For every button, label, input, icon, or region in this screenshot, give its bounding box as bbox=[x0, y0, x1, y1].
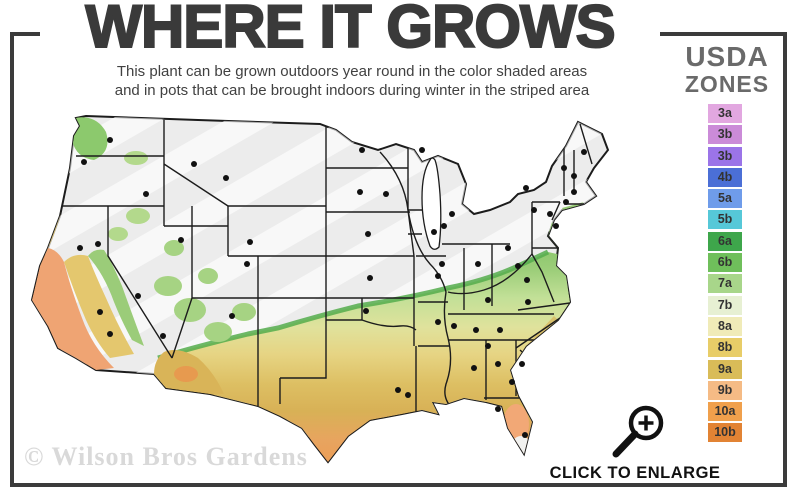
legend-title: USDA ZONES bbox=[668, 41, 786, 97]
legend-title-usda: USDA bbox=[685, 41, 769, 72]
zone-swatch-7a: 7a bbox=[708, 274, 742, 294]
legend-zones: 3a 3b 3b 4b 5a 5b 6a 6b 7a 7b 8a 8b 9a 9b 10a 10b bbox=[708, 104, 742, 445]
wa-green-blob bbox=[71, 117, 108, 160]
us-zone-map[interactable] bbox=[18, 106, 658, 472]
zone-swatch-5a: 5a bbox=[708, 189, 742, 209]
zone-swatch-6a: 6a bbox=[708, 231, 742, 251]
sierra-green bbox=[88, 249, 144, 346]
ca-valley-gold bbox=[64, 254, 134, 358]
watermark: © Wilson Bros Gardens bbox=[24, 442, 308, 471]
zone-swatch-4b: 4b bbox=[708, 167, 742, 187]
ca-salmon-coast bbox=[32, 248, 114, 370]
click-to-enlarge-button[interactable]: CLICK TO ENLARGE bbox=[549, 464, 721, 482]
zone-swatch-9b: 9b bbox=[708, 380, 742, 400]
zone-swatch-9a: 9a bbox=[708, 359, 742, 379]
zone-swatch-10a: 10a bbox=[708, 402, 742, 422]
state-borders bbox=[58, 120, 593, 412]
zone-swatch-3a: 3a bbox=[708, 104, 742, 123]
zone-swatch-10b: 10b bbox=[708, 423, 742, 443]
zone-swatch-3b: 3b bbox=[708, 146, 742, 166]
magnifier-plus-icon[interactable] bbox=[598, 398, 670, 471]
page-title: WHERE IT GROWS bbox=[40, 0, 660, 59]
lake-michigan bbox=[421, 157, 442, 250]
zone-swatch-6b: 6b bbox=[708, 253, 742, 273]
zone-swatch-8a: 8a bbox=[708, 316, 742, 336]
subtitle-line-1: This plant can be grown outdoors year ro… bbox=[116, 63, 588, 80]
legend-title-zones: ZONES bbox=[684, 71, 770, 97]
subtitle-line-2: and in pots that can be brought indoors … bbox=[114, 82, 590, 99]
zone-swatch-7b: 7b bbox=[708, 295, 742, 315]
zone-swatch-3b: 3b bbox=[708, 125, 742, 145]
zone-swatch-5b: 5b bbox=[708, 210, 742, 230]
zone-swatch-8b: 8b bbox=[708, 338, 742, 358]
subtitle: This plant can be grown outdoors year ro… bbox=[40, 62, 664, 100]
city-dots bbox=[77, 137, 587, 438]
